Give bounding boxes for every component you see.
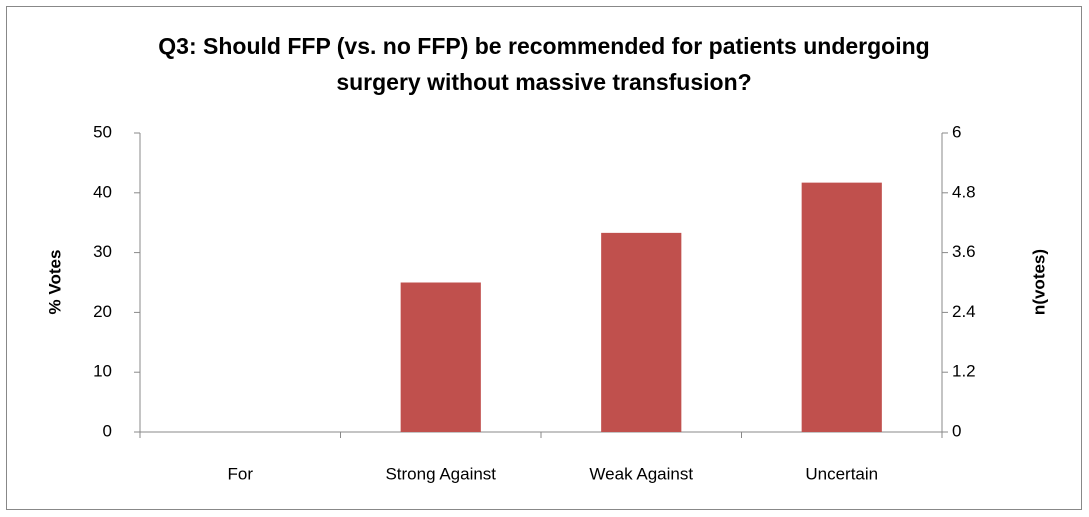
y-axis-label: % Votes	[45, 250, 64, 315]
y-tick-label: 30	[93, 242, 112, 261]
chart-frame	[6, 6, 1082, 510]
bar	[601, 232, 682, 432]
y2-axis-label: n(votes)	[1029, 249, 1048, 315]
x-tick-label: For	[228, 464, 254, 483]
x-tick-label: Strong Against	[385, 464, 496, 483]
y2-tick-label: 1.2	[952, 362, 976, 381]
y-tick-label: 40	[93, 182, 112, 201]
y2-tick-label: 4.8	[952, 182, 976, 201]
y-tick-label: 50	[93, 122, 112, 141]
bar	[400, 282, 481, 432]
y-tick-label: 20	[93, 302, 112, 321]
x-tick-label: Uncertain	[805, 464, 878, 483]
y2-tick-label: 3.6	[952, 242, 976, 261]
bar	[801, 182, 882, 432]
y-tick-label: 0	[103, 421, 112, 440]
y2-tick-label: 0	[952, 421, 961, 440]
x-tick-label: Weak Against	[589, 464, 693, 483]
chart-title: Q3: Should FFP (vs. no FFP) be recommend…	[158, 33, 930, 95]
y2-tick-label: 6	[952, 122, 961, 141]
y2-tick-label: 2.4	[952, 302, 976, 321]
y-tick-label: 10	[93, 362, 112, 381]
